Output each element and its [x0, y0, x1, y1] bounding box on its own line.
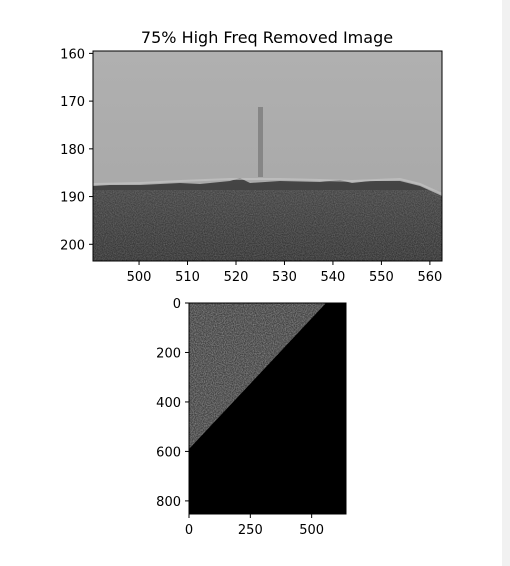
- bottom-y-tick-label: 0: [173, 297, 181, 312]
- top-image: [93, 51, 442, 261]
- bottom-axes-frame: [188, 302, 347, 515]
- vertical-streak: [258, 107, 263, 177]
- top-x-tick-label: 510: [175, 270, 200, 285]
- top-y-tick-label: 160: [60, 47, 85, 62]
- scrollbar[interactable]: [502, 0, 510, 566]
- top-y-tick-label: 180: [60, 143, 85, 158]
- top-x-tick-label: 520: [224, 270, 249, 285]
- bottom-x-tick-label: 0: [185, 523, 193, 538]
- horizon-highlight: [93, 177, 442, 195]
- top-y-tick-label: 190: [60, 191, 85, 206]
- top-y-tick-label: 200: [60, 238, 85, 253]
- top-y-ticks: 160 170 180 190 200: [60, 47, 93, 253]
- top-x-tick-label: 500: [127, 270, 152, 285]
- chart-title: 75% High Freq Removed Image: [141, 28, 393, 47]
- bottom-x-tick-label: 500: [299, 523, 324, 538]
- bottom-y-tick-label: 800: [156, 495, 181, 510]
- top-x-tick-label: 560: [417, 270, 442, 285]
- bottom-y-ticks: 0 200 400 600 800: [156, 297, 189, 510]
- bottom-y-tick-label: 200: [156, 346, 181, 361]
- top-x-tick-label: 550: [369, 270, 394, 285]
- top-x-ticks: 500 510 520 530 540 550 560: [127, 261, 442, 285]
- bottom-image: [189, 303, 346, 514]
- noise-texture: [189, 303, 326, 449]
- bottom-x-ticks: 0 250 500: [185, 514, 324, 538]
- bottom-y-tick-label: 400: [156, 396, 181, 411]
- ground-texture: [93, 190, 442, 261]
- top-x-tick-label: 540: [321, 270, 346, 285]
- bottom-y-tick-label: 600: [156, 445, 181, 460]
- bottom-x-tick-label: 250: [238, 523, 263, 538]
- top-x-tick-label: 530: [272, 270, 297, 285]
- top-axes-frame: [92, 50, 443, 262]
- bottom-chart: 0 250 500 0 200 400 600 800: [156, 297, 347, 538]
- top-chart: 75% High Freq Removed Image 500 510 520 530…: [60, 28, 443, 285]
- top-y-tick-label: 170: [60, 95, 85, 110]
